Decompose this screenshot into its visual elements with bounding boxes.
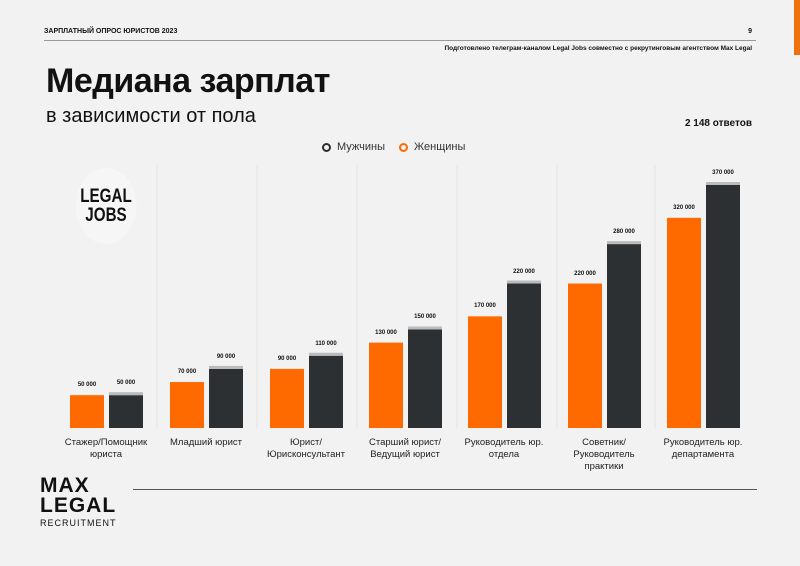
legal-jobs-logo: LEGAL JOBS — [75, 168, 137, 244]
header-divider — [44, 40, 756, 41]
value-label: 90 000 — [277, 355, 297, 362]
bar-shadow — [507, 280, 541, 284]
value-label: 50 000 — [116, 380, 136, 387]
category-label: Стажер/Помощник юриста — [64, 437, 148, 460]
category-label: Старший юрист/ Ведущий юрист — [368, 437, 441, 460]
value-label: 280 000 — [613, 229, 635, 236]
men-bar — [109, 395, 143, 428]
women-bar — [369, 342, 403, 428]
men-bar — [507, 283, 541, 428]
legend-label: Мужчины — [337, 141, 386, 153]
legend-men: Мужчины — [322, 141, 385, 153]
women-bar — [170, 382, 204, 428]
chart-subtitle: в зависимости от пола — [46, 105, 256, 127]
women-bar — [667, 217, 701, 428]
bar-shadow — [309, 352, 343, 356]
category-label: Советник/ Руководитель практики — [573, 437, 635, 472]
men-bar — [209, 368, 243, 428]
value-label: 110 000 — [315, 340, 337, 347]
value-label: 220 000 — [513, 268, 535, 275]
bar-shadow — [408, 326, 442, 330]
bar-shadow — [706, 182, 740, 185]
value-label: 220 000 — [574, 270, 596, 277]
women-bar — [270, 368, 304, 428]
women-bar — [468, 316, 502, 428]
men-bar — [309, 355, 343, 428]
women-ring-icon — [399, 142, 409, 152]
value-label: 90 000 — [216, 353, 236, 360]
max-legal-sub: RECRUITMENT — [40, 518, 117, 528]
legend-women: Женщины — [399, 141, 465, 153]
prepared-by: Подготовлено телеграм-каналом Legal Jobs… — [444, 45, 752, 52]
bar-shadow — [607, 241, 641, 245]
bar-shadow — [209, 365, 243, 369]
legend-label: Женщины — [414, 141, 466, 153]
survey-label: ЗАРПЛАТНЫЙ ОПРОС ЮРИСТОВ 2023 — [44, 28, 178, 35]
value-label: 370 000 — [712, 170, 734, 176]
category-label: Руководитель юр. отдела — [464, 437, 544, 460]
women-bar — [568, 283, 602, 428]
value-label: 50 000 — [77, 382, 97, 389]
responses-count: 2 148 ответов — [684, 118, 752, 129]
category-label: Руководитель юр. департамента — [663, 437, 743, 460]
chart-title: Медиана зарплат — [46, 62, 330, 100]
page-number: 9 — [748, 28, 752, 35]
value-label: 150 000 — [414, 314, 436, 321]
max-legal-logo: MAX LEGAL — [40, 474, 117, 517]
value-label: 170 000 — [474, 303, 496, 310]
accent-bar — [794, 0, 800, 55]
men-ring-icon — [322, 142, 331, 152]
category-label: Младший юрист — [170, 437, 242, 448]
women-bar — [70, 395, 104, 428]
bar-shadow — [109, 392, 143, 396]
category-label: Юрист/ Юрисконсультант — [267, 437, 345, 460]
men-bar — [607, 244, 641, 428]
value-label: 130 000 — [375, 329, 397, 336]
legend: Мужчины Женщины — [322, 141, 465, 153]
value-label: 70 000 — [177, 369, 197, 376]
value-label: 320 000 — [673, 204, 695, 211]
men-bar — [706, 185, 740, 428]
men-bar — [408, 329, 442, 428]
footer-divider — [133, 489, 757, 490]
